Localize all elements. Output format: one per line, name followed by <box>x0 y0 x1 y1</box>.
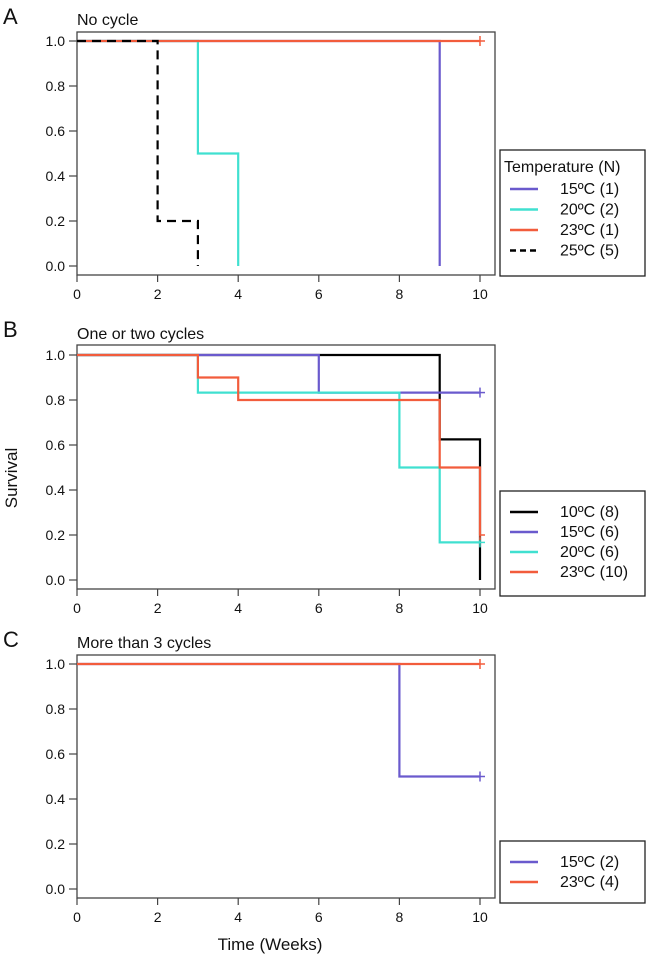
panel-letter: A <box>3 4 18 29</box>
legend: Temperature (N) 15ºC (1) 20ºC (2) 23ºC (1) 2… <box>499 149 646 277</box>
panel-b: B One or two cycles 0.0 0.2 0.4 0.6 0.8 1.0 0 2 4 6… <box>3 317 646 616</box>
y-tick-label: 1.0 <box>46 347 66 363</box>
panel-title: No cycle <box>77 12 138 29</box>
legend-box <box>499 490 646 597</box>
panel-letter: B <box>3 317 18 342</box>
legend-label: 15ºC (1) <box>560 181 619 198</box>
y-tick-label: 0.0 <box>46 258 66 274</box>
x-tick-label: 10 <box>472 909 488 925</box>
survival-curve-2 <box>77 353 480 394</box>
plot-frame <box>76 31 496 276</box>
y-tick-label: 0.0 <box>46 881 66 897</box>
legend-label: 20ºC (6) <box>560 544 619 561</box>
y-tick-label: 0.4 <box>46 168 66 184</box>
panel-a: A No cycle 0.0 0.2 0.4 0.6 0.8 1.0 0 2 4 6 8 10 Temper… <box>3 4 646 302</box>
legend-box <box>499 149 646 277</box>
y-tick-label: 0.6 <box>46 123 66 139</box>
plot-frame <box>76 344 496 590</box>
y-tick-label: 0.8 <box>46 392 66 408</box>
y-tick-label: 1.0 <box>46 33 66 49</box>
x-tick-label: 10 <box>472 600 488 616</box>
panel-letter: C <box>3 627 19 652</box>
x-tick-label: 2 <box>154 909 162 925</box>
y-tick-label: 0.0 <box>46 572 66 588</box>
legend-box <box>499 840 646 904</box>
legend-label: 15ºC (2) <box>560 854 619 871</box>
y-tick-label: 0.6 <box>46 746 66 762</box>
survival-curve-1 <box>77 662 480 778</box>
y-tick-label: 0.4 <box>46 791 66 807</box>
x-tick-label: 2 <box>154 286 162 302</box>
legend-label: 23ºC (1) <box>560 222 619 239</box>
x-tick-label: 6 <box>315 286 323 302</box>
x-tick-label: 0 <box>73 909 81 925</box>
y-tick-label: 0.2 <box>46 213 66 229</box>
y-tick-label: 1.0 <box>46 656 66 672</box>
survival-curve-4 <box>77 353 482 535</box>
legend-label: 23ºC (10) <box>560 564 628 581</box>
legend: 10ºC (8) 15ºC (6) 20ºC (6) 23ºC (10) <box>499 490 646 597</box>
x-tick-label: 8 <box>396 286 404 302</box>
survival-curve-2 <box>77 39 240 266</box>
y-tick-label: 0.2 <box>46 836 66 852</box>
x-tick-label: 0 <box>73 286 81 302</box>
x-tick-label: 2 <box>154 600 162 616</box>
y-tick-label: 0.6 <box>46 437 66 453</box>
x-tick-label: 8 <box>396 600 404 616</box>
x-tick-label: 4 <box>234 909 242 925</box>
legend-label: 20ºC (2) <box>560 202 619 219</box>
survival-curve-4 <box>77 39 199 266</box>
panel-c: C More than 3 cycles 0.0 0.2 0.4 0.6 0.8 1.0 0 2 4… <box>3 627 646 925</box>
x-tick-label: 8 <box>396 909 404 925</box>
survival-curve-3 <box>77 353 480 544</box>
x-tick-label: 10 <box>472 286 488 302</box>
x-tick-label: 6 <box>315 600 323 616</box>
panel-title: One or two cycles <box>77 326 204 343</box>
y-axis-label: Survival <box>2 448 21 508</box>
plot-frame <box>76 654 496 899</box>
legend-title: Temperature (N) <box>504 159 620 176</box>
y-tick-label: 0.2 <box>46 527 66 543</box>
x-axis-label: Time (Weeks) <box>218 935 323 954</box>
survival-curve-1 <box>77 39 441 266</box>
x-tick-label: 0 <box>73 600 81 616</box>
panel-title: More than 3 cycles <box>77 635 211 652</box>
y-tick-label: 0.8 <box>46 78 66 94</box>
legend-label: 15ºC (6) <box>560 524 619 541</box>
legend-label: 10ºC (8) <box>560 504 619 521</box>
x-tick-label: 4 <box>234 286 242 302</box>
y-tick-label: 0.8 <box>46 701 66 717</box>
legend-label: 23ºC (4) <box>560 874 619 891</box>
x-tick-label: 6 <box>315 909 323 925</box>
x-tick-label: 4 <box>234 600 242 616</box>
legend-label: 25ºC (5) <box>560 243 619 260</box>
y-tick-label: 0.4 <box>46 482 66 498</box>
legend: 15ºC (2) 23ºC (4) <box>499 840 646 904</box>
